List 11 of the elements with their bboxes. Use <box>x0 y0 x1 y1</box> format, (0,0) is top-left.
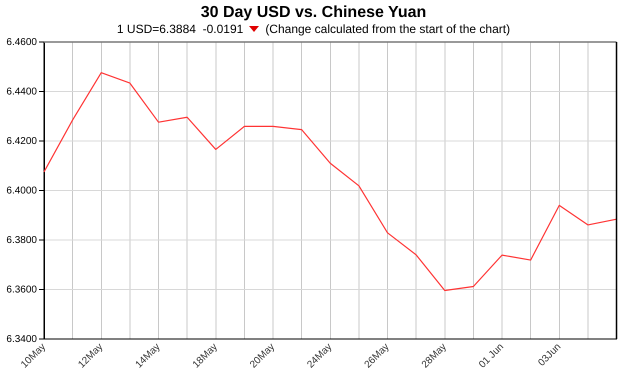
y-tick-label: 6.3600 <box>6 284 38 296</box>
chart-subtitle: 1 USD=6.3884 -0.0191 <box>116 22 244 36</box>
y-tick-label: 6.3400 <box>6 334 38 345</box>
y-tick-label: 6.4600 <box>6 36 38 48</box>
y-tick-label: 6.4000 <box>6 185 38 196</box>
x-tick-label: 01 Jun <box>477 342 506 371</box>
y-tick-label: 6.4400 <box>6 86 38 98</box>
y-tick-label: 6.3800 <box>6 234 38 246</box>
text: (Change calculated from the start of the chart) <box>265 22 510 36</box>
y-tick-label: 6.4200 <box>6 136 38 147</box>
chart-title: 30 Day USD vs. Chinese Yuan <box>200 4 428 22</box>
